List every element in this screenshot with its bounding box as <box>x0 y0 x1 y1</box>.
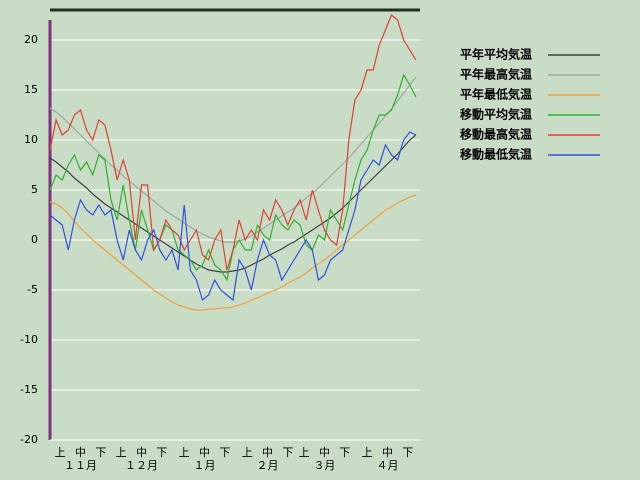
x-tick-label: 中 <box>319 446 330 459</box>
x-tick-label: 上 <box>179 446 190 459</box>
y-tick-label: 0 <box>31 233 38 246</box>
x-tick-label: 上 <box>242 446 253 459</box>
series-line <box>49 76 417 243</box>
legend-label: 平年平均気温 <box>460 47 532 62</box>
x-tick-label: 中 <box>199 446 210 459</box>
legend-label: 平年最高気温 <box>460 67 532 82</box>
legend-label: 移動平均気温 <box>460 107 532 122</box>
month-label: １２月 <box>125 459 158 472</box>
y-tick-label: 20 <box>24 33 38 46</box>
month-label: １月 <box>194 459 216 472</box>
x-tick-label: 下 <box>282 446 293 459</box>
series-line <box>49 14 417 271</box>
x-tick-label: 下 <box>156 446 167 459</box>
x-tick-label: 中 <box>136 446 147 459</box>
x-tick-label: 上 <box>55 446 66 459</box>
y-tick-label: 15 <box>24 83 38 96</box>
legend-label: 移動最高気温 <box>460 127 532 142</box>
month-label: １１月 <box>64 459 97 472</box>
y-tick-label: -10 <box>20 333 38 346</box>
x-tick-label: 中 <box>262 446 273 459</box>
y-tick-label: 10 <box>24 133 38 146</box>
x-tick-label: 中 <box>382 446 393 459</box>
x-tick-label: 下 <box>402 446 413 459</box>
x-tick-label: 下 <box>95 446 106 459</box>
y-tick-label: -5 <box>27 283 38 296</box>
month-label: ３月 <box>313 459 335 472</box>
legend-label: 移動最低気温 <box>460 147 532 162</box>
x-tick-label: 上 <box>299 446 310 459</box>
y-tick-label: -15 <box>20 383 38 396</box>
x-tick-label: 上 <box>362 446 373 459</box>
month-label: ４月 <box>376 459 398 472</box>
x-tick-label: 上 <box>116 446 127 459</box>
x-tick-label: 下 <box>339 446 350 459</box>
y-tick-label: 5 <box>31 183 38 196</box>
series-line <box>49 131 417 302</box>
y-tick-label: -20 <box>20 433 38 446</box>
series-line <box>49 194 417 311</box>
month-label: ２月 <box>257 459 279 472</box>
series-line <box>49 134 417 273</box>
x-tick-label: 中 <box>75 446 86 459</box>
legend-label: 平年最低気温 <box>460 87 532 102</box>
x-tick-label: 下 <box>219 446 230 459</box>
